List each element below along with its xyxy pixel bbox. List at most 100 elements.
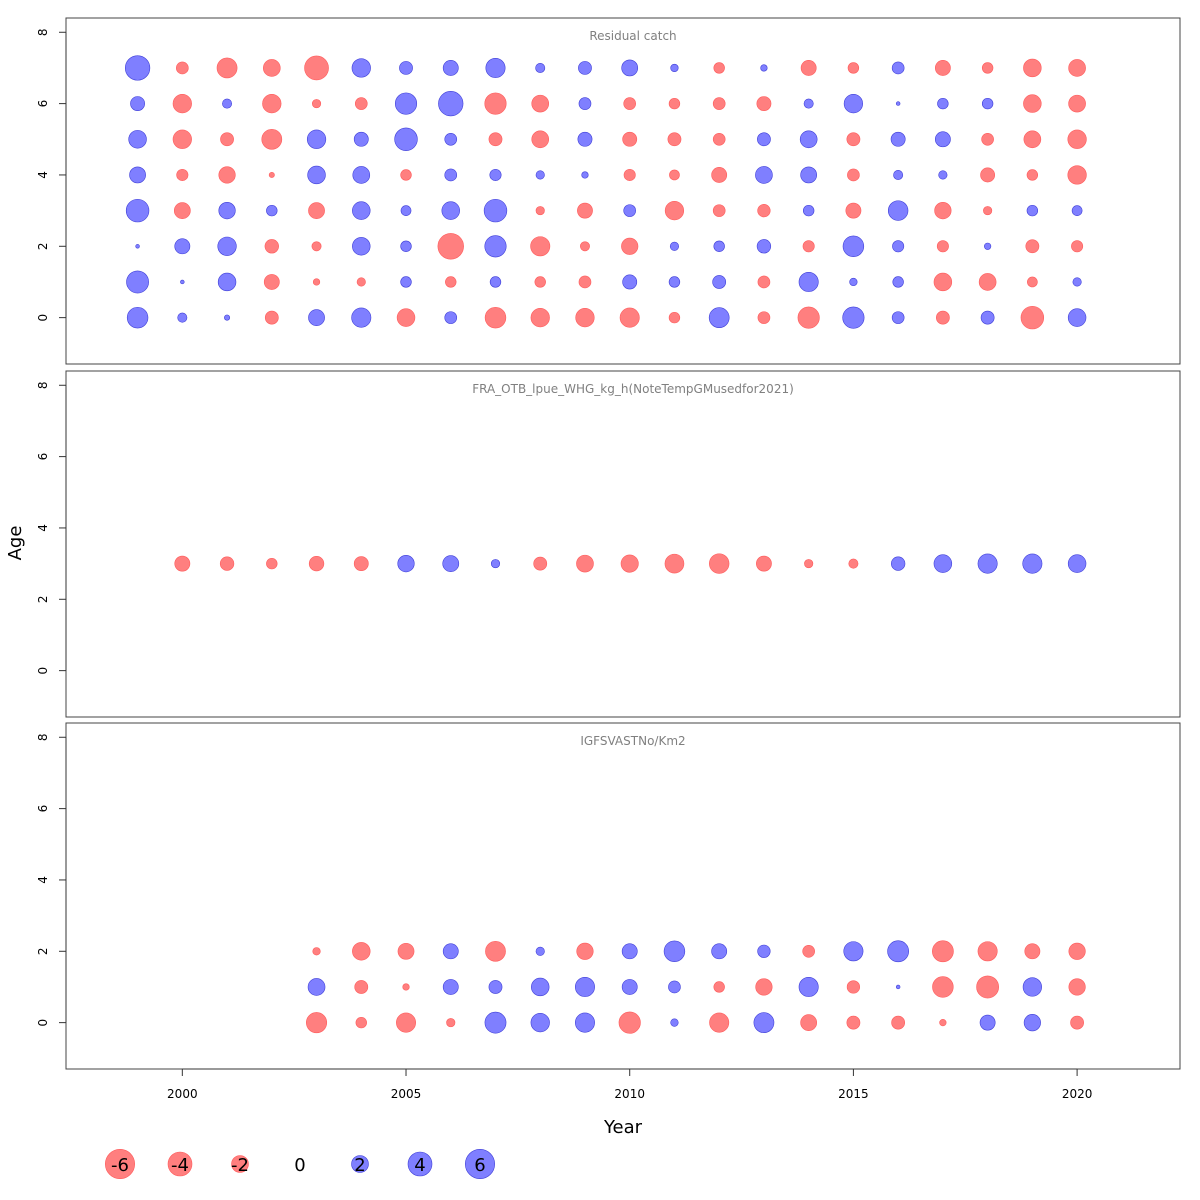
panels-group: Residual catch 0 2 4 6 8 FRA_OTB_lpue_WHG_kg_h…	[36, 17, 1181, 1070]
bubble-point	[892, 240, 905, 253]
bubble-point	[802, 240, 815, 253]
y-tick-label: 4	[36, 876, 50, 884]
bubble-point	[1068, 942, 1086, 960]
bubble-point	[623, 168, 636, 181]
bubble-point	[664, 553, 685, 574]
bubble-point	[444, 311, 458, 324]
bubble-point	[757, 275, 771, 289]
bubble-point	[1023, 1014, 1041, 1032]
bubble-point	[619, 307, 640, 328]
bubble-point	[438, 91, 464, 117]
bubble-point	[484, 306, 507, 329]
bubble-point	[352, 201, 371, 220]
bubble-point	[266, 204, 278, 217]
bubble-point	[129, 166, 146, 184]
bubble-point	[980, 310, 995, 325]
bubble-point	[444, 168, 458, 182]
bubble-point	[442, 555, 460, 572]
bubble-point	[397, 942, 415, 960]
legend-bubble	[464, 1149, 495, 1180]
y-axis: 0 2 4 6 8	[36, 28, 67, 321]
bubble-point	[1068, 978, 1086, 996]
bubble-point	[1023, 58, 1042, 78]
bubble-point	[177, 312, 188, 323]
bubble-point	[668, 97, 681, 110]
bubble-point	[218, 166, 236, 184]
bubble-point	[1067, 308, 1087, 327]
bubble-point	[172, 129, 192, 149]
bubble-point	[533, 556, 548, 571]
bubble-point	[304, 55, 329, 81]
bubble-point	[843, 94, 864, 114]
bubble-point	[312, 278, 321, 286]
bubble-point	[446, 1018, 456, 1028]
bubble-point	[575, 308, 595, 328]
x-tick-label: 2005	[391, 1087, 422, 1101]
bubble-point	[895, 101, 901, 106]
bubble-point	[1023, 94, 1042, 113]
bubble-point	[307, 978, 326, 996]
bubble-point	[937, 97, 949, 110]
bubble-point	[891, 556, 906, 571]
bubble-point	[757, 204, 771, 218]
bubbles	[174, 553, 1087, 574]
bubble-point	[712, 275, 727, 289]
bubble-point	[984, 242, 992, 250]
bubble-point	[535, 946, 545, 956]
bubble-point	[760, 64, 768, 72]
bubble-point	[311, 241, 322, 252]
bubble-point	[224, 314, 231, 321]
bubble-point	[757, 132, 771, 147]
bubble-point	[352, 237, 371, 256]
bubble-point	[576, 554, 594, 573]
y-tick-label: 8	[36, 28, 50, 36]
bubble-point	[887, 940, 910, 963]
bubble-point	[802, 204, 815, 217]
bubble-point	[176, 61, 189, 75]
bubble-point	[887, 200, 909, 221]
bubble-point	[437, 233, 464, 260]
bubble-point	[848, 558, 859, 569]
bubble-point	[400, 276, 412, 288]
y-axis: 0 2 4 6 8	[36, 733, 67, 1026]
panel-frame	[65, 370, 1181, 718]
bubble-point	[174, 238, 191, 255]
bubble-point	[218, 202, 236, 220]
bubble-point	[1068, 59, 1086, 77]
bubble-point	[576, 942, 594, 960]
bubble-point	[1027, 276, 1038, 288]
bubble-point	[135, 244, 140, 249]
bubble-point	[580, 241, 590, 252]
bubble-point	[1067, 554, 1087, 573]
bubble-point	[934, 60, 951, 76]
bubble-point	[172, 94, 192, 114]
bubble-point	[216, 57, 238, 79]
bubble-point	[798, 976, 819, 997]
bubble-point	[668, 311, 681, 324]
legend-label: -6	[111, 1155, 129, 1176]
bubble-point	[400, 240, 412, 252]
bubble-point	[394, 92, 418, 115]
bubble-point	[578, 61, 592, 75]
bubble-point	[847, 62, 860, 74]
bubble-point	[490, 559, 501, 569]
bubble-point	[713, 981, 725, 993]
legend-bubble	[105, 1149, 136, 1180]
bubble-point	[891, 1015, 906, 1030]
bubble-point	[306, 129, 327, 149]
bubble-point	[932, 940, 954, 963]
bubble-point	[849, 277, 858, 287]
bubble-point	[263, 59, 281, 77]
bubble-point	[936, 310, 950, 325]
bubble-point	[308, 309, 325, 326]
bubble-point	[708, 307, 730, 328]
bubble-point	[222, 98, 233, 109]
legend-bubble	[351, 1155, 369, 1173]
bubble-point	[312, 947, 321, 956]
bubble-point	[1026, 169, 1039, 181]
bubble-point	[670, 1018, 679, 1027]
bubble-point	[444, 132, 458, 146]
bubble-point	[977, 553, 998, 574]
bubble-point	[980, 167, 996, 183]
